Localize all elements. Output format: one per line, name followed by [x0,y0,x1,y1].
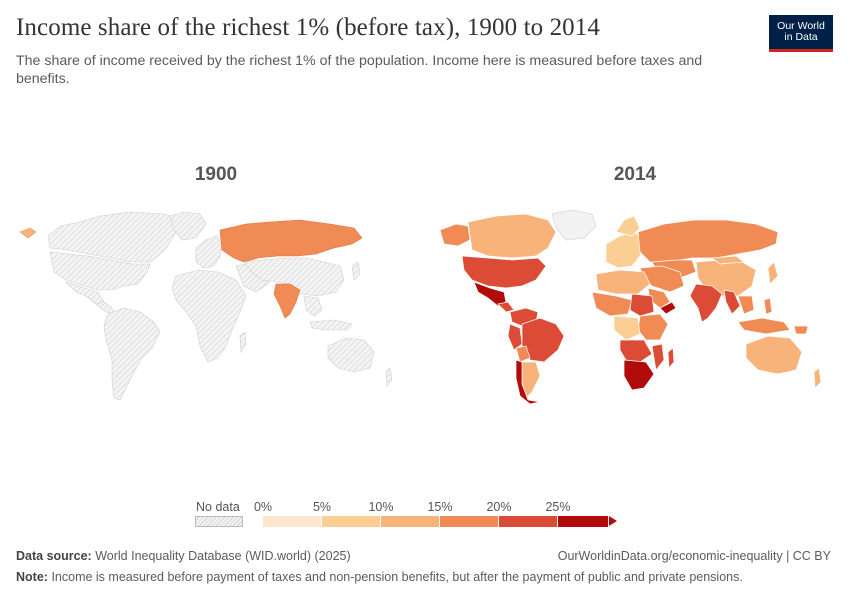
map2014-alaska[interactable] [439,223,471,247]
map1900-russia[interactable] [219,219,363,263]
map-1900 [19,211,393,401]
map2014-scandinavia[interactable] [615,215,641,237]
map1900-madagascar[interactable] [239,331,247,353]
legend-tick-1: 5% [312,500,332,514]
map-label-2014: 2014 [613,164,657,185]
map2014-papua[interactable] [793,325,809,335]
owid-logo[interactable]: Our World in Data [769,15,833,52]
map2014-central-america[interactable] [497,301,515,313]
footer-source-text[interactable]: World Inequality Database (WID.world) (2… [95,549,351,563]
map2014-greenland[interactable] [551,209,597,241]
map2014-peru[interactable] [507,323,523,351]
legend-tick-0: 0% [253,500,273,514]
legend-tick-4: 20% [486,500,512,514]
map1900-indonesia[interactable] [309,319,353,331]
map1900-usa[interactable] [49,251,151,291]
footer-note-label: Note: [16,570,48,584]
map2014-yemen-oman[interactable] [659,301,677,315]
map2014-mozambique[interactable] [651,343,665,371]
map1900-south-america[interactable] [103,307,161,401]
map-2014 [439,209,822,405]
map2014-madagascar[interactable] [667,347,675,369]
chart-subtitle: The share of income received by the rich… [16,53,703,87]
legend-tick-3: 15% [427,500,453,514]
map2014-sudan-region[interactable] [629,293,655,317]
footer-note: Note: Income is measured before payment … [16,570,743,584]
map2014-usa[interactable] [461,255,547,289]
map2014-bolivia[interactable] [515,345,531,363]
logo-line-2: in Data [784,31,818,43]
logo-line-1: Our World [777,19,825,32]
map1900-iceland[interactable] [19,227,37,239]
map2014-russia[interactable] [637,219,779,263]
map1900-japan[interactable] [351,261,361,281]
map1900-north-america[interactable] [47,211,183,263]
map2014-west-africa[interactable] [591,291,633,317]
legend-bin-5[interactable] [558,516,609,527]
legend-no-data-label: No data [196,500,240,514]
map-label-1900: 1900 [194,164,238,185]
map2014-indonesia[interactable] [737,317,791,335]
map1900-australia[interactable] [327,337,375,373]
footer-source: Data source: World Inequality Database (… [16,549,351,563]
legend-tick-5: 25% [545,500,571,514]
map2014-myanmar-thailand[interactable] [723,289,741,315]
map2014-southern-africa[interactable] [623,359,655,391]
map2014-japan[interactable] [767,261,779,285]
map2014-north-africa[interactable] [595,269,651,295]
map1900-new-zealand[interactable] [385,367,393,387]
map2014-indochina[interactable] [737,295,755,315]
legend-bin-3[interactable] [440,516,499,527]
chart-title: Income share of the richest 1% (before t… [16,14,600,41]
map1900-india[interactable] [273,283,301,319]
legend-bin-2[interactable] [381,516,440,527]
footer-source-label: Data source: [16,549,92,563]
map2014-east-africa[interactable] [637,313,669,341]
map2014-australia[interactable] [745,335,803,375]
map1900-africa[interactable] [171,269,247,363]
map1900-central-asia[interactable] [243,257,345,297]
map1900-greenland[interactable] [169,211,207,241]
legend-arrow-tip [609,516,617,526]
map2014-europe[interactable] [605,231,645,269]
map2014-philippines[interactable] [763,297,773,315]
footer-note-text: Income is measured before payment of tax… [51,570,743,584]
map2014-india[interactable] [689,283,723,323]
map1900-europe[interactable] [195,235,223,269]
legend-tick-2: 10% [368,500,394,514]
legend-no-data-swatch[interactable] [195,516,243,527]
footer-url[interactable]: OurWorldinData.org/economic-inequality |… [557,549,831,563]
map2014-new-zealand[interactable] [813,367,822,389]
map1900-southeast-asia[interactable] [303,295,323,317]
map2014-mongolia[interactable] [711,255,745,265]
map2014-angola-zambia[interactable] [619,339,653,363]
map2014-central-africa[interactable] [613,315,641,341]
world-maps [19,209,822,405]
map2014-canada[interactable] [467,213,557,259]
map2014-chile[interactable] [515,359,541,405]
map1900-central-america[interactable] [95,301,115,315]
legend-bin-1[interactable] [322,516,381,527]
legend-bin-4[interactable] [499,516,558,527]
legend-bin-0[interactable] [263,516,322,527]
